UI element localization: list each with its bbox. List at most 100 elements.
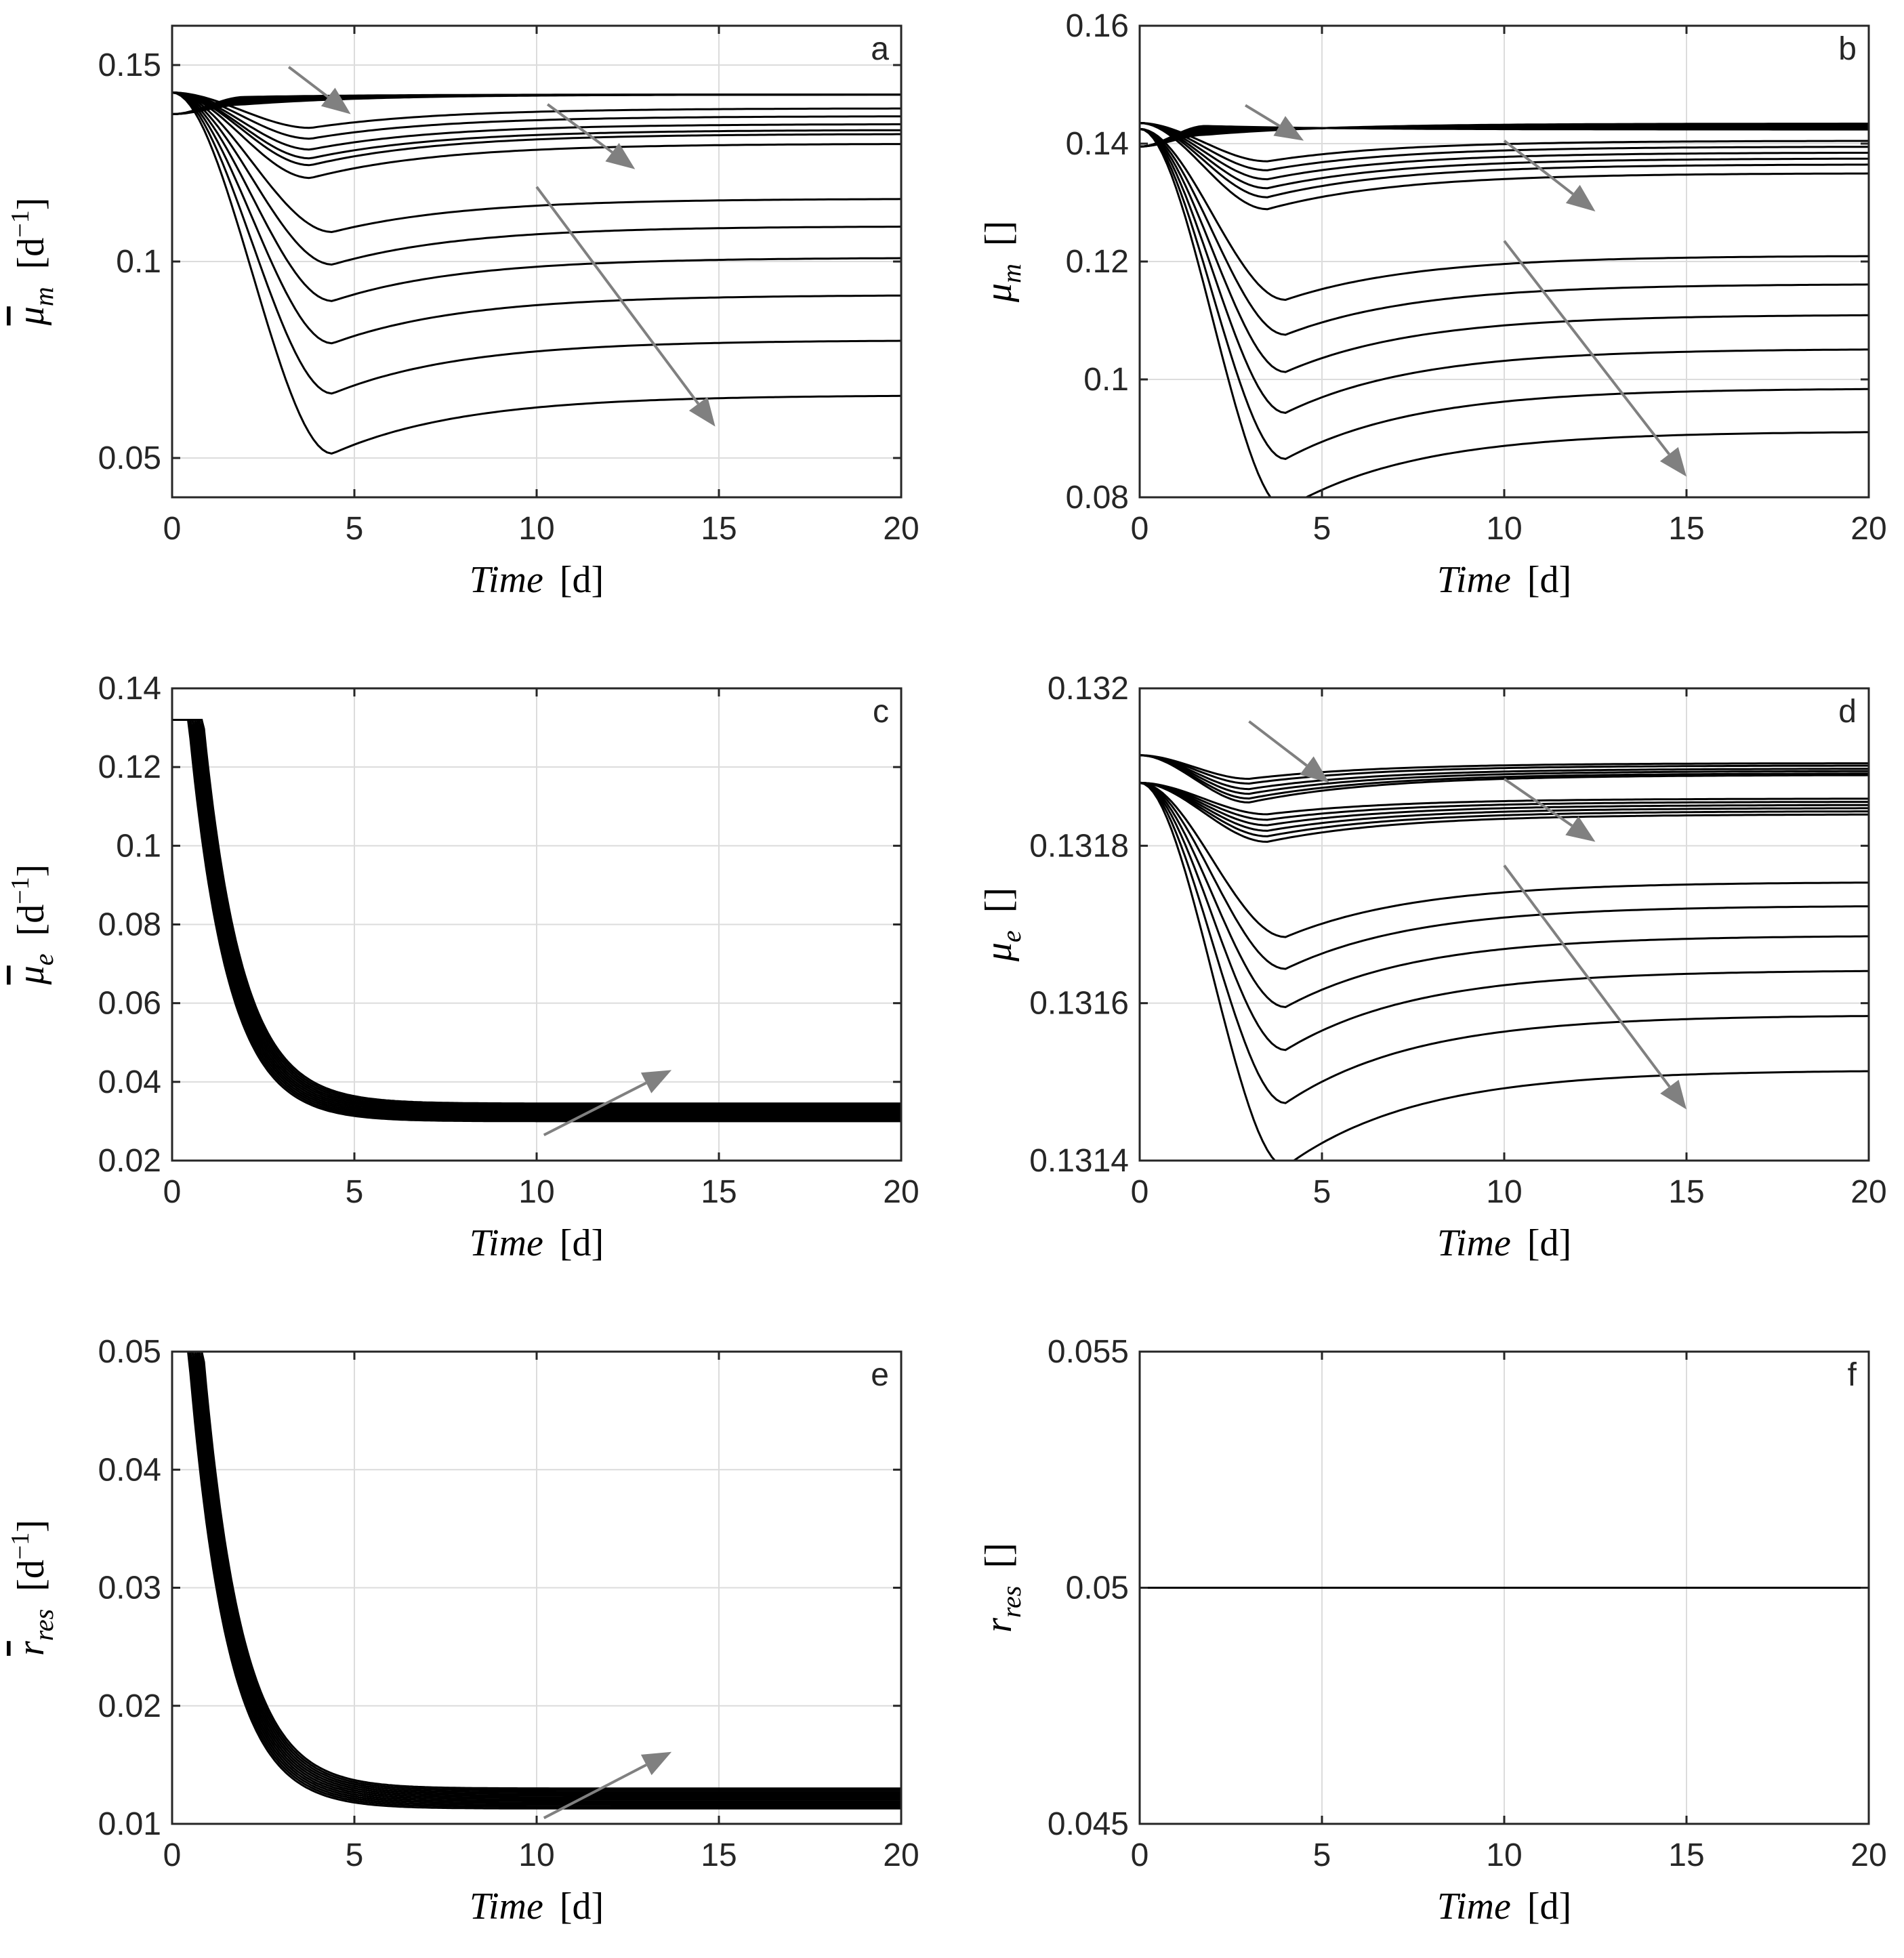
- panel-letter: c: [873, 694, 889, 730]
- y-tick-label: 0.02: [98, 1688, 161, 1724]
- x-tick-label: 15: [701, 1174, 737, 1210]
- series-line: [1140, 781, 1869, 832]
- y-axis-label-subscript: e: [28, 953, 59, 965]
- series-line: [1140, 122, 1869, 199]
- series-line: [172, 91, 901, 302]
- x-tick-label: 20: [883, 511, 919, 547]
- x-tick-label: 10: [1486, 1837, 1522, 1873]
- x-axis-label-unit: [d]: [1527, 1886, 1571, 1928]
- series-line: [172, 1352, 901, 1804]
- series-line: [1140, 127, 1869, 497]
- series-line: [1140, 754, 1869, 785]
- y-tick-label: 0.045: [1048, 1806, 1129, 1842]
- x-tick-label: 10: [518, 1174, 554, 1210]
- series-line: [172, 719, 901, 1115]
- series-line: [1140, 122, 1869, 163]
- x-tick-label: 20: [1850, 1837, 1886, 1873]
- trend-arrow-shaft: [543, 1081, 647, 1137]
- series-line: [172, 91, 901, 180]
- series-line: [172, 91, 901, 151]
- x-axis-label-symbol: Time: [1437, 1222, 1511, 1264]
- y-axis-label-subscript: res: [28, 1609, 59, 1641]
- panel-letter: f: [1848, 1357, 1857, 1393]
- x-axis-label-unit: [d]: [1527, 559, 1571, 601]
- series-line: [172, 93, 901, 115]
- x-axis-label: Time [d]: [1437, 1222, 1571, 1264]
- series-line: [172, 719, 901, 1108]
- trend-arrow: [1503, 777, 1596, 842]
- x-tick-label: 10: [518, 1837, 554, 1873]
- panel-letter: b: [1838, 31, 1857, 67]
- y-tick-label: 0.15: [98, 47, 161, 83]
- y-axis-label-symbol: r: [10, 1641, 52, 1656]
- trend-arrow-head: [640, 1070, 672, 1093]
- x-tick-label: 15: [701, 511, 737, 547]
- trend-arrow-shaft: [543, 1764, 647, 1820]
- series-line: [172, 719, 901, 1121]
- series-group: [1140, 122, 1869, 497]
- x-axis-label-unit: [d]: [1527, 1222, 1571, 1264]
- x-tick-label: 15: [1668, 511, 1704, 547]
- series-line: [172, 1352, 901, 1810]
- trend-arrow: [543, 1070, 672, 1137]
- series-line: [1140, 754, 1869, 780]
- x-tick-label: 0: [1131, 1837, 1149, 1873]
- series-line: [1140, 122, 1869, 211]
- y-axis-label-symbol: r: [978, 1618, 1020, 1633]
- y-tick-label: 0.08: [1066, 480, 1129, 516]
- x-tick-label: 0: [163, 1174, 182, 1210]
- x-axis-label-unit: [d]: [560, 559, 604, 601]
- series-line: [1140, 781, 1869, 843]
- x-tick-label: 5: [1313, 1837, 1331, 1873]
- x-axis-label-symbol: Time: [1437, 1886, 1511, 1928]
- trend-arrow: [287, 66, 351, 114]
- series-line: [1140, 122, 1869, 171]
- y-tick-label: 0.1318: [1029, 828, 1129, 864]
- series-line: [172, 719, 901, 1119]
- series-line: [1140, 781, 1869, 970]
- y-axis-label-unit-end: ]: [10, 1520, 52, 1533]
- y-axis-label: μm []: [978, 221, 1027, 303]
- y-tick-label: 0.1: [116, 244, 161, 280]
- series-line: [1140, 781, 1869, 827]
- series-group: [172, 719, 901, 1123]
- x-axis-label: Time [d]: [470, 1222, 604, 1264]
- y-tick-label: 0.14: [98, 671, 161, 707]
- trend-arrow-head: [1565, 184, 1596, 212]
- trend-arrow-shaft: [1503, 240, 1670, 455]
- y-axis-label-symbol: μ: [10, 965, 52, 985]
- trend-arrow: [1248, 720, 1329, 783]
- x-tick-label: 20: [883, 1837, 919, 1873]
- y-tick-label: 0.03: [98, 1570, 161, 1606]
- trend-arrow-shaft: [1503, 140, 1574, 195]
- series-line: [172, 91, 901, 266]
- trend-arrow: [546, 103, 636, 169]
- trend-arrow: [1244, 104, 1304, 141]
- y-axis-label-unit: []: [978, 1543, 1020, 1568]
- y-axis-label: rres [d−1]: [6, 1520, 59, 1656]
- y-tick-label: 0.14: [1066, 126, 1129, 162]
- series-line: [1140, 127, 1869, 301]
- y-axis-label-subscript: m: [996, 264, 1027, 283]
- x-tick-label: 15: [1668, 1174, 1704, 1210]
- y-axis-label-symbol: μ: [10, 306, 52, 326]
- trend-arrow-shaft: [1244, 104, 1281, 127]
- series-line: [172, 719, 901, 1111]
- x-axis-label: Time [d]: [470, 559, 604, 601]
- x-axis-label-unit: [d]: [560, 1886, 604, 1928]
- y-tick-label: 0.055: [1048, 1334, 1129, 1370]
- y-tick-label: 0.16: [1066, 8, 1129, 44]
- trend-arrow-head: [1300, 756, 1329, 783]
- y-axis-label: μm [d−1]: [6, 198, 59, 327]
- x-tick-label: 5: [346, 511, 364, 547]
- x-tick-label: 20: [1850, 1174, 1886, 1210]
- trend-arrow-head: [1565, 816, 1596, 842]
- trend-arrow-head: [688, 396, 716, 427]
- x-tick-label: 10: [1486, 511, 1522, 547]
- y-axis-label-unit-exponent: −1: [6, 1533, 35, 1560]
- series-group: [1140, 754, 1869, 1161]
- y-tick-label: 0.1: [116, 828, 161, 864]
- x-tick-label: 5: [1313, 511, 1331, 547]
- x-tick-label: 0: [1131, 1174, 1149, 1210]
- series-line: [172, 719, 901, 1123]
